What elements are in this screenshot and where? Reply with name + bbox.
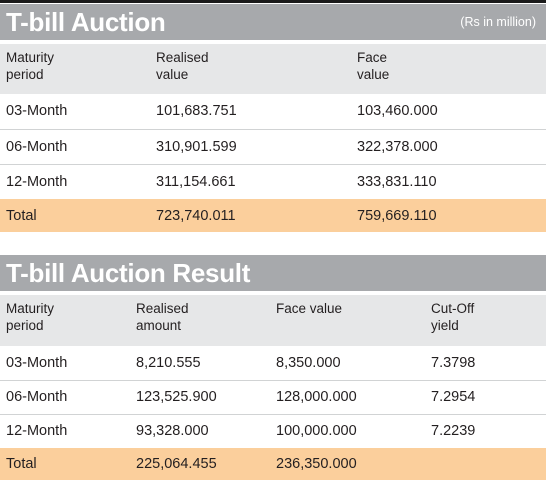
auction-unit-note: (Rs in million): [460, 15, 536, 29]
result-header-realised: Realised amount: [130, 295, 270, 346]
result-header-maturity: Maturity period: [0, 295, 130, 346]
auction-header-realised: Realised value: [150, 44, 351, 94]
cutoff-yield-cell: 7.3798: [425, 346, 546, 380]
result-header-cutoff: Cut-Off yield: [425, 295, 546, 346]
auction-title: T-bill Auction: [6, 7, 166, 37]
total-label: Total: [0, 448, 130, 480]
result-table: Maturity period Realised amount Face val…: [0, 295, 546, 480]
table-row: 12-Month 93,328.000 100,000.000 7.2239: [0, 413, 546, 448]
face-value-cell: 103,460.000: [351, 94, 546, 129]
result-title: T-bill Auction Result: [6, 258, 251, 288]
realised-value-cell: 310,901.599: [150, 128, 351, 164]
auction-header-face: Face value: [351, 44, 546, 94]
total-face-value: 759,669.110: [351, 199, 546, 232]
face-value-cell: 100,000.000: [270, 413, 425, 448]
auction-header-maturity: Maturity period: [0, 44, 150, 94]
realised-value-cell: 101,683.751: [150, 94, 351, 129]
result-total-row: Total 225,064.455 236,350.000: [0, 448, 546, 480]
auction-table: Maturity period Realised value Face valu…: [0, 44, 546, 232]
maturity-cell: 12-Month: [0, 413, 130, 448]
auction-header-row: Maturity period Realised value Face valu…: [0, 44, 546, 94]
cutoff-yield-cell: 7.2954: [425, 379, 546, 414]
table-row: 03-Month 8,210.555 8,350.000 7.3798: [0, 346, 546, 380]
total-face-value: 236,350.000: [270, 448, 425, 480]
face-value-cell: 8,350.000: [270, 346, 425, 380]
maturity-cell: 06-Month: [0, 128, 150, 164]
maturity-cell: 12-Month: [0, 163, 150, 199]
auction-total-row: Total 723,740.011 759,669.110: [0, 199, 546, 232]
realised-value-cell: 311,154.661: [150, 163, 351, 199]
result-header-face: Face value: [270, 295, 425, 346]
table-row: 06-Month 310,901.599 322,378.000: [0, 128, 546, 164]
table-row: 12-Month 311,154.661 333,831.110: [0, 163, 546, 199]
table-row: 03-Month 101,683.751 103,460.000: [0, 94, 546, 129]
face-value-cell: 128,000.000: [270, 379, 425, 414]
maturity-cell: 03-Month: [0, 94, 150, 129]
realised-amount-cell: 93,328.000: [130, 413, 270, 448]
auction-title-bar: T-bill Auction (Rs in million): [0, 4, 546, 40]
top-rule: [0, 0, 546, 3]
face-value-cell: 333,831.110: [351, 163, 546, 199]
total-realised-amount: 225,064.455: [130, 448, 270, 480]
maturity-cell: 06-Month: [0, 379, 130, 414]
total-label: Total: [0, 199, 150, 232]
total-realised-value: 723,740.011: [150, 199, 351, 232]
result-title-bar: T-bill Auction Result: [0, 255, 546, 291]
maturity-cell: 03-Month: [0, 346, 130, 380]
total-cutoff-yield: [425, 448, 546, 480]
table-row: 06-Month 123,525.900 128,000.000 7.2954: [0, 379, 546, 414]
result-header-row: Maturity period Realised amount Face val…: [0, 295, 546, 346]
realised-amount-cell: 8,210.555: [130, 346, 270, 380]
face-value-cell: 322,378.000: [351, 128, 546, 164]
realised-amount-cell: 123,525.900: [130, 379, 270, 414]
cutoff-yield-cell: 7.2239: [425, 413, 546, 448]
